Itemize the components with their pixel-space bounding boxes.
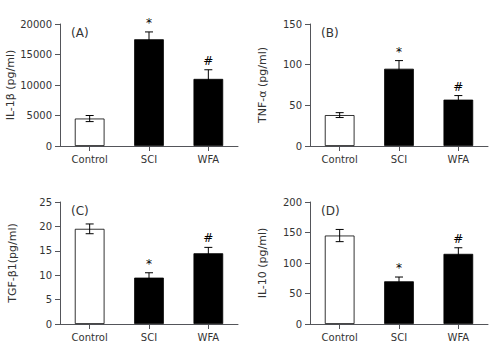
svg-text:0: 0 [296,141,302,152]
svg-text:WFA: WFA [198,154,220,165]
svg-text:5000: 5000 [27,110,52,121]
svg-text:10: 10 [39,270,52,281]
svg-text:(C): (C) [71,204,89,218]
svg-text:Control: Control [72,154,108,165]
svg-text:WFA: WFA [448,154,470,165]
svg-text:10000: 10000 [20,80,52,91]
svg-text:Control: Control [322,332,358,343]
svg-text:#: # [203,54,213,68]
svg-text:20000: 20000 [20,19,52,30]
svg-text:*: * [396,45,402,59]
svg-text:*: * [396,261,402,275]
svg-text:150: 150 [283,19,302,30]
svg-text:0: 0 [46,319,52,330]
svg-text:0: 0 [296,319,302,330]
svg-text:WFA: WFA [198,332,220,343]
svg-text:IL-10 (pg/ml): IL-10 (pg/ml) [256,228,269,299]
svg-text:15000: 15000 [20,49,52,60]
svg-text:15: 15 [39,245,52,256]
svg-text:200: 200 [283,197,302,208]
svg-text:20: 20 [39,221,52,232]
svg-text:100: 100 [283,258,302,269]
svg-text:IL-1β (pg/ml): IL-1β (pg/ml) [4,50,17,121]
svg-text:150: 150 [283,227,302,238]
svg-text:#: # [203,231,213,245]
svg-text:#: # [453,80,463,94]
svg-text:TNF-α (pg/ml): TNF-α (pg/ml) [256,47,269,124]
svg-text:0: 0 [46,141,52,152]
svg-text:TGF-β1(pg/ml): TGF-β1(pg/ml) [6,223,19,304]
svg-text:SCI: SCI [141,332,157,343]
svg-text:SCI: SCI [391,332,407,343]
svg-text:#: # [453,232,463,246]
svg-text:*: * [146,257,152,271]
svg-text:(B): (B) [321,26,339,40]
svg-text:SCI: SCI [391,154,407,165]
svg-text:WFA: WFA [448,332,470,343]
svg-text:5: 5 [46,294,52,305]
svg-text:*: * [146,16,152,30]
svg-text:(A): (A) [71,26,89,40]
svg-text:(D): (D) [321,204,340,218]
svg-text:Control: Control [322,154,358,165]
svg-text:50: 50 [289,100,302,111]
svg-text:50: 50 [289,288,302,299]
svg-text:25: 25 [39,197,52,208]
svg-text:SCI: SCI [141,154,157,165]
svg-text:100: 100 [283,59,302,70]
svg-text:Control: Control [72,332,108,343]
